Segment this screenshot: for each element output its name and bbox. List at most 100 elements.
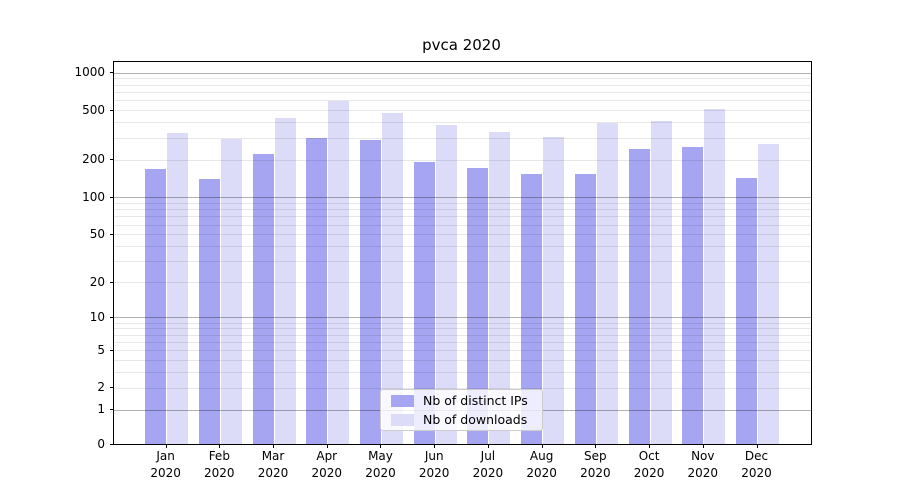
x-tick-label-nov: Nov 2020 bbox=[687, 449, 719, 480]
gridline-minor-600 bbox=[114, 100, 811, 102]
y-tick-0 bbox=[109, 443, 114, 445]
gridline-major-1000 bbox=[114, 72, 811, 74]
x-tick-dec bbox=[756, 444, 758, 448]
bar-distinct-ips-aug bbox=[521, 173, 543, 444]
gridline-minor-700 bbox=[114, 92, 811, 94]
y-tick-1 bbox=[109, 409, 114, 411]
x-tick-label-jun: Jun 2020 bbox=[418, 449, 450, 480]
x-tick-label-feb: Feb 2020 bbox=[204, 449, 235, 480]
x-tick-jun bbox=[434, 444, 436, 448]
bar-distinct-ips-may bbox=[359, 140, 381, 444]
gridline-major-100 bbox=[114, 197, 811, 199]
y-tick-label-100: 100 bbox=[82, 189, 105, 204]
legend: Nb of distinct IPs Nb of downloads bbox=[380, 389, 543, 431]
bar-downloads-dec bbox=[758, 144, 780, 444]
y-tick-label-50: 50 bbox=[89, 226, 105, 241]
gridline-minor-7 bbox=[114, 334, 811, 336]
bar-downloads-sep bbox=[596, 122, 618, 444]
bar-downloads-mar bbox=[274, 117, 296, 444]
y-tick-label-200: 200 bbox=[82, 152, 105, 167]
bar-downloads-jun bbox=[435, 125, 457, 444]
x-tick-apr bbox=[326, 444, 328, 448]
x-tick-feb bbox=[219, 444, 221, 448]
x-tick-label-may: May 2020 bbox=[365, 449, 396, 480]
y-tick-label-1: 1 bbox=[97, 402, 105, 417]
legend-swatch-distinct-ips bbox=[391, 394, 414, 407]
x-tick-nov bbox=[702, 444, 704, 448]
y-tick-2 bbox=[109, 387, 114, 389]
y-tick-10 bbox=[109, 316, 114, 318]
bar-downloads-feb bbox=[220, 138, 242, 444]
y-tick-label-2: 2 bbox=[97, 380, 105, 395]
bar-distinct-ips-sep bbox=[574, 174, 596, 444]
y-tick-1000 bbox=[109, 72, 114, 74]
gridline-minor-90 bbox=[114, 202, 811, 204]
bar-distinct-ips-nov bbox=[682, 146, 704, 444]
y-tick-20 bbox=[109, 281, 114, 283]
y-tick-500 bbox=[109, 109, 114, 111]
bar-downloads-oct bbox=[650, 121, 672, 444]
bar-distinct-ips-apr bbox=[306, 137, 328, 444]
x-tick-jul bbox=[487, 444, 489, 448]
gridline-minor-60 bbox=[114, 224, 811, 226]
plot-area bbox=[113, 61, 812, 445]
gridline-minor-3 bbox=[114, 372, 811, 374]
x-tick-jan bbox=[165, 444, 167, 448]
bar-distinct-ips-jul bbox=[467, 167, 489, 444]
gridline-minor-50 bbox=[114, 234, 811, 236]
y-tick-label-0: 0 bbox=[97, 436, 105, 451]
x-tick-label-jan: Jan 2020 bbox=[150, 449, 181, 480]
bar-distinct-ips-feb bbox=[198, 179, 220, 444]
y-tick-5 bbox=[109, 349, 114, 351]
x-tick-label-apr: Apr 2020 bbox=[311, 449, 343, 480]
y-tick-label-5: 5 bbox=[97, 342, 105, 357]
y-tick-50 bbox=[109, 233, 114, 235]
x-tick-label-jul: Jul 2020 bbox=[472, 449, 504, 480]
gridline-minor-40 bbox=[114, 246, 811, 248]
bar-downloads-jul bbox=[489, 131, 511, 444]
y-tick-label-500: 500 bbox=[82, 102, 105, 117]
gridline-minor-5 bbox=[114, 350, 811, 352]
gridline-minor-30 bbox=[114, 261, 811, 263]
x-tick-aug bbox=[541, 444, 543, 448]
gridline-minor-4 bbox=[114, 360, 811, 362]
bar-downloads-jan bbox=[167, 132, 189, 444]
gridline-minor-900 bbox=[114, 78, 811, 80]
legend-entry-downloads: Nb of downloads bbox=[381, 412, 542, 428]
x-tick-label-mar: Mar 2020 bbox=[257, 449, 289, 480]
x-tick-label-dec: Dec 2020 bbox=[741, 449, 772, 480]
bar-distinct-ips-oct bbox=[628, 148, 650, 444]
gridline-minor-400 bbox=[114, 122, 811, 124]
x-tick-mar bbox=[273, 444, 275, 448]
legend-label-downloads: Nb of downloads bbox=[423, 412, 528, 427]
gridline-minor-300 bbox=[114, 137, 811, 139]
bar-downloads-apr bbox=[328, 101, 350, 444]
x-tick-sep bbox=[595, 444, 597, 448]
x-tick-may bbox=[380, 444, 382, 448]
gridline-minor-6 bbox=[114, 342, 811, 343]
legend-swatch-downloads bbox=[391, 413, 414, 426]
gridline-minor-9 bbox=[114, 322, 811, 324]
y-tick-label-10: 10 bbox=[89, 309, 105, 324]
gridline-minor-800 bbox=[114, 84, 811, 86]
gridline-minor-8 bbox=[114, 328, 811, 330]
gridline-minor-80 bbox=[114, 209, 811, 211]
y-tick-label-20: 20 bbox=[89, 274, 105, 289]
x-tick-label-aug: Aug 2020 bbox=[526, 449, 557, 480]
gridline-minor-70 bbox=[114, 216, 811, 218]
legend-entry-distinct-ips: Nb of distinct IPs bbox=[381, 393, 542, 409]
bar-distinct-ips-mar bbox=[252, 154, 274, 444]
gridline-minor-20 bbox=[114, 282, 811, 284]
gridline-minor-2 bbox=[114, 387, 811, 389]
y-tick-100 bbox=[109, 196, 114, 198]
bar-distinct-ips-jan bbox=[145, 168, 167, 444]
x-tick-label-sep: Sep 2020 bbox=[580, 449, 611, 480]
gridline-major-10 bbox=[114, 317, 811, 319]
x-tick-label-oct: Oct 2020 bbox=[633, 449, 665, 480]
chart-title: pvca 2020 bbox=[422, 36, 501, 54]
gridline-minor-500 bbox=[114, 110, 811, 112]
bar-downloads-nov bbox=[704, 108, 726, 444]
y-tick-label-1000: 1000 bbox=[74, 65, 105, 80]
x-tick-oct bbox=[649, 444, 651, 448]
